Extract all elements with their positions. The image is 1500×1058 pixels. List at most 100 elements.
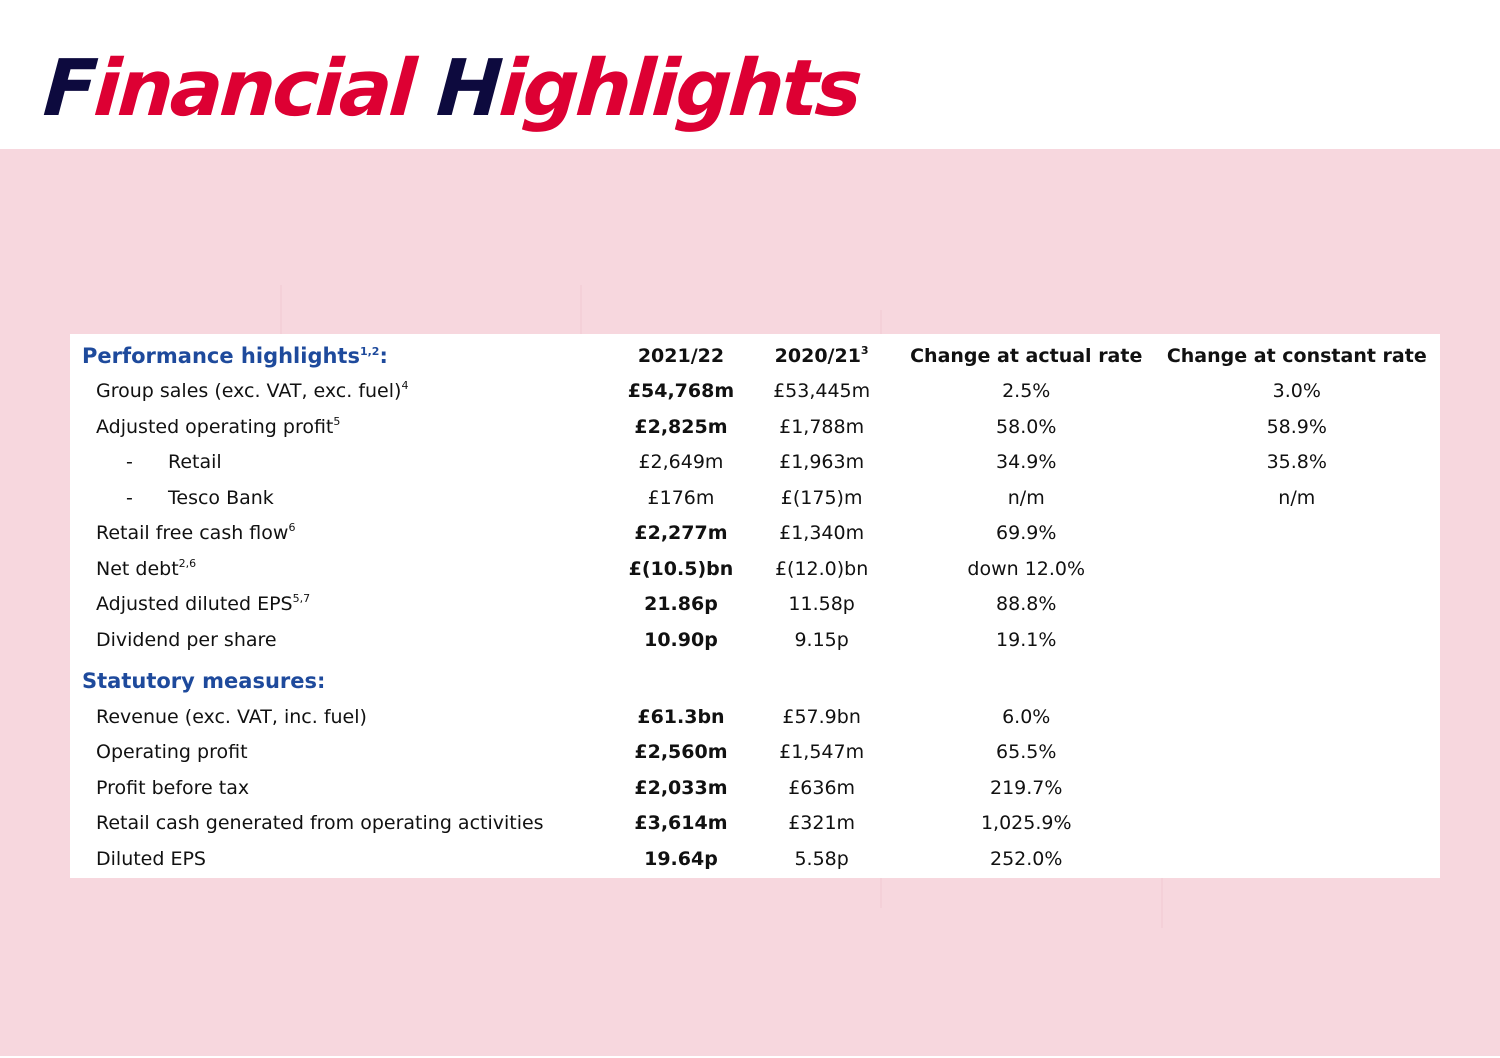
row-label-text: Retail free cash flow: [96, 522, 289, 545]
value-2021-22: 21.86p: [644, 593, 718, 616]
table-row: Dividend per share 10.90p 9.15p 19.1%: [70, 622, 1440, 658]
row-label: - Retail: [70, 445, 618, 481]
row-label-text: Adjusted diluted EPS: [96, 593, 293, 616]
table-row: Revenue (exc. VAT, inc. fuel) £61.3bn £5…: [70, 699, 1440, 735]
value-2021-22: £2,649m: [638, 451, 724, 474]
divider-line: [880, 310, 882, 335]
dash-bullet: -: [126, 486, 133, 509]
value-2021-22: £3,614m: [634, 812, 728, 835]
row-label: Group sales (exc. VAT, exc. fuel)4: [70, 374, 618, 410]
page-title: Financial Highlights: [41, 44, 862, 134]
value-2021-22: £2,560m: [634, 741, 728, 764]
value-2020-21: 5.58p: [794, 847, 849, 870]
row-label-text: Net debt: [96, 557, 179, 580]
value-change-actual: 65.5%: [996, 741, 1057, 764]
row-label-text: Retail: [168, 451, 222, 474]
value-2020-21: £1,547m: [779, 741, 865, 764]
value-2020-21: £321m: [788, 812, 856, 835]
column-header-2020-21: 2020/213: [744, 338, 899, 374]
table-header-row: Performance highlights1,2: 2021/22 2020/…: [70, 338, 1440, 374]
value-change-constant: n/m: [1278, 486, 1316, 509]
value-change-actual: 69.9%: [996, 522, 1057, 545]
column-header-actual-rate: Change at actual rate: [910, 344, 1143, 367]
section-row-statutory: Statutory measures:: [70, 658, 1440, 700]
value-2020-21: £(175)m: [780, 486, 863, 509]
value-2021-22: £176m: [647, 486, 715, 509]
table-row: Group sales (exc. VAT, exc. fuel)4 £54,7…: [70, 374, 1440, 410]
footnote-ref: 5: [333, 414, 341, 428]
value-change-actual: 88.8%: [996, 593, 1057, 616]
divider-line: [880, 878, 882, 908]
row-label: Revenue (exc. VAT, inc. fuel): [96, 705, 367, 728]
column-header-2021-22: 2021/22: [637, 344, 725, 367]
footnote-ref: 3: [860, 343, 869, 357]
row-label-text: Group sales (exc. VAT, exc. fuel): [96, 380, 402, 403]
table-row: - Retail £2,649m £1,963m 34.9% 35.8%: [70, 445, 1440, 481]
column-header-text: 2020/21: [774, 344, 861, 367]
value-change-actual: n/m: [1007, 486, 1045, 509]
value-change-actual: 219.7%: [990, 776, 1063, 799]
footnote-ref: 2,6: [178, 556, 197, 570]
value-change-actual: 6.0%: [1002, 705, 1051, 728]
section-heading-performance: Performance highlights1,2:: [70, 338, 618, 374]
row-label: Dividend per share: [70, 622, 618, 658]
value-2020-21: £636m: [788, 776, 856, 799]
divider-line: [580, 285, 582, 335]
value-change-constant: [1154, 551, 1440, 587]
row-label-text: Tesco Bank: [168, 486, 274, 509]
value-2020-21: 9.15p: [794, 628, 849, 651]
value-2021-22: £(10.5)bn: [628, 557, 734, 580]
row-label: Adjusted operating profit5: [70, 409, 618, 445]
row-label-text: Dividend per share: [96, 628, 277, 651]
table-row: Adjusted operating profit5 £2,825m £1,78…: [70, 409, 1440, 445]
table-row: Diluted EPS 19.64p 5.58p 252.0%: [70, 841, 1440, 877]
value-2020-21: £1,788m: [779, 415, 865, 438]
column-header-constant-rate: Change at constant rate: [1166, 344, 1427, 367]
title-rest-financial: inancial: [91, 44, 417, 134]
divider-line: [1161, 878, 1163, 928]
value-change-constant: 3.0%: [1272, 380, 1321, 403]
footnote-ref: 1,2: [359, 344, 380, 358]
footnote-ref: 6: [288, 521, 296, 535]
value-2020-21: £53,445m: [773, 380, 871, 403]
value-change-constant: 58.9%: [1266, 415, 1327, 438]
title-rest-highlights: ighlights: [496, 44, 863, 134]
table-row: - Tesco Bank £176m £(175)m n/m n/m: [70, 480, 1440, 516]
title-initial-h: H: [434, 44, 503, 134]
value-2020-21: £1,963m: [779, 451, 865, 474]
value-change-actual: 1,025.9%: [980, 812, 1072, 835]
value-2021-22: £61.3bn: [637, 705, 725, 728]
table-row: Adjusted diluted EPS5,7 21.86p 11.58p 88…: [70, 587, 1440, 623]
section-heading-text: Performance highlights: [82, 343, 360, 368]
table-row: Operating profit £2,560m £1,547m 65.5%: [70, 735, 1440, 771]
table-row: Retail free cash flow6 £2,277m £1,340m 6…: [70, 516, 1440, 552]
value-2021-22: £2,033m: [634, 776, 728, 799]
table-row: Profit before tax £2,033m £636m 219.7%: [70, 770, 1440, 806]
value-change-actual: 2.5%: [1002, 380, 1051, 403]
row-label: - Tesco Bank: [70, 480, 618, 516]
table-row: Retail cash generated from operating act…: [70, 806, 1440, 842]
row-label-text: Adjusted operating profit: [96, 415, 334, 438]
value-change-actual: down 12.0%: [967, 557, 1086, 580]
value-2021-22: £2,277m: [634, 522, 728, 545]
footnote-ref: 5,7: [292, 592, 311, 606]
value-change-actual: 58.0%: [996, 415, 1057, 438]
value-change-actual: 34.9%: [996, 451, 1057, 474]
value-change-actual: 19.1%: [996, 628, 1057, 651]
row-label: Retail free cash flow6: [70, 516, 618, 552]
footnote-ref: 4: [401, 379, 409, 393]
divider-line: [280, 285, 282, 335]
dash-bullet: -: [126, 451, 133, 474]
section-heading-colon: :: [379, 343, 388, 368]
value-2021-22: £54,768m: [627, 380, 735, 403]
title-initial-f: F: [40, 44, 98, 134]
value-2021-22: £2,825m: [634, 415, 728, 438]
value-2020-21: £(12.0)bn: [774, 557, 869, 580]
section-heading-statutory: Statutory measures:: [82, 669, 326, 694]
row-label: Net debt2,6: [70, 551, 618, 587]
row-label: Retail cash generated from operating act…: [96, 812, 544, 835]
row-label: Profit before tax: [96, 776, 250, 799]
value-2020-21: £1,340m: [779, 522, 865, 545]
value-2021-22: 19.64p: [644, 847, 718, 870]
value-2021-22: 10.90p: [644, 628, 718, 651]
